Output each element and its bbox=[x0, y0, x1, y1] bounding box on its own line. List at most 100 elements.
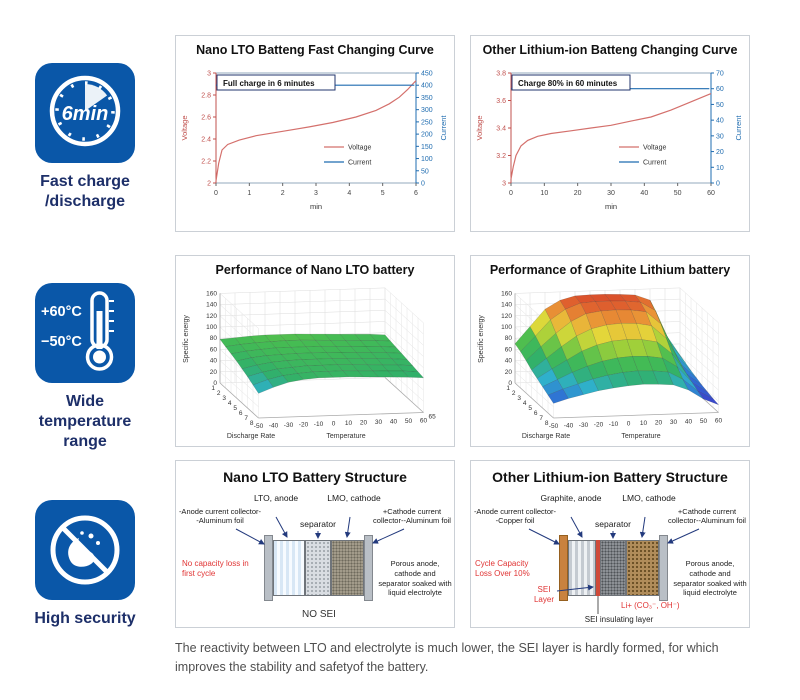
svg-text: 3 bbox=[517, 395, 521, 402]
spark-dot bbox=[80, 531, 84, 535]
chart-title: Performance of Nano LTO battery bbox=[215, 263, 415, 277]
capacity-note: No capacity loss in first cycle bbox=[182, 559, 249, 578]
svg-text: 3 bbox=[207, 71, 211, 78]
svg-text: 20 bbox=[574, 190, 582, 197]
svg-line bbox=[219, 304, 259, 340]
label-line: High security bbox=[34, 610, 136, 627]
svg-text: -10 bbox=[609, 421, 619, 428]
svg-line bbox=[679, 332, 719, 368]
svg-text: 40 bbox=[685, 419, 693, 426]
panel-lto-structure: Nano LTO Battery Structure LTO, anode LM… bbox=[175, 460, 455, 628]
svg-text: 60 bbox=[420, 418, 428, 425]
svg-text: 160 bbox=[501, 290, 512, 297]
anode-label: LTO, anode bbox=[253, 493, 299, 503]
feature-high-security: High security bbox=[15, 500, 155, 629]
svg-text: 350 bbox=[421, 95, 433, 102]
svg-line bbox=[219, 360, 259, 396]
svg-text: 0 bbox=[716, 181, 720, 188]
anode-collector-plate bbox=[559, 535, 568, 601]
left-collector-label: -Anode current collector--Copper foil bbox=[473, 507, 557, 525]
svg-line bbox=[384, 310, 424, 346]
capacity-note: Cycle Capacity Loss Over 10% bbox=[475, 559, 530, 578]
svg-text: 10 bbox=[540, 190, 548, 197]
series-voltage bbox=[510, 93, 712, 180]
cathode-layer bbox=[331, 540, 364, 596]
svg-text: 70 bbox=[716, 71, 724, 78]
spark-dot bbox=[96, 541, 100, 545]
feature-wide-temperature: +60°C −50°C Wide temperature range bbox=[15, 283, 155, 452]
svg-text: 0 bbox=[213, 380, 217, 387]
label-line: Fast charge bbox=[40, 173, 130, 190]
feature-label-high-security: High security bbox=[15, 609, 155, 629]
svg-text: 10 bbox=[345, 420, 353, 427]
svg-text: 80 bbox=[505, 335, 513, 342]
separator-label: separator bbox=[595, 519, 631, 529]
svg-text: 10 bbox=[716, 165, 724, 172]
svg-text: 2 bbox=[217, 390, 221, 397]
electrolyte-note: Porous anode, cathode and separator soak… bbox=[378, 559, 452, 598]
svg-text: 50 bbox=[700, 418, 708, 425]
svg-line bbox=[384, 377, 424, 413]
svg-text: 120 bbox=[501, 313, 512, 320]
svg-text: 50 bbox=[674, 190, 682, 197]
svg-text: 60 bbox=[505, 346, 513, 353]
series-voltage bbox=[215, 80, 417, 181]
svg-text: 3.4 bbox=[496, 126, 506, 133]
panel-graphite-performance: Performance of Graphite Lithium battery … bbox=[470, 255, 750, 447]
annotation-box bbox=[511, 74, 631, 91]
svg-text: 120 bbox=[206, 313, 217, 320]
svg-line bbox=[219, 293, 259, 329]
svg-text: 40 bbox=[716, 118, 724, 125]
svg-text: 6 bbox=[414, 190, 418, 197]
svg-text: 50 bbox=[405, 418, 413, 425]
svg-text: 2 bbox=[281, 190, 285, 197]
svg-text: -40 bbox=[269, 423, 279, 430]
svg-text: 6 bbox=[534, 410, 538, 417]
svg-line bbox=[514, 382, 554, 419]
right-collector-label: +Cathode current collector--Aluminum foi… bbox=[373, 507, 451, 525]
svg-text: 20 bbox=[505, 369, 513, 376]
svg-text: 40 bbox=[210, 358, 218, 365]
anode-collector-plate bbox=[264, 535, 273, 601]
clock-ticks bbox=[55, 81, 115, 141]
svg-text: 7 bbox=[539, 415, 543, 422]
svg-text: -40 bbox=[564, 423, 574, 430]
label-line: temperature bbox=[38, 413, 132, 430]
svg-text: 3 bbox=[222, 395, 226, 402]
svg-text: 5 bbox=[528, 405, 532, 412]
svg-text: 20 bbox=[360, 420, 368, 427]
anode-layer bbox=[273, 540, 305, 596]
svg-text: -20 bbox=[594, 422, 604, 429]
svg-text: 140 bbox=[501, 302, 512, 309]
no-explosion-icon-svg bbox=[50, 515, 120, 585]
separator-layer bbox=[600, 540, 626, 596]
cathode-collector-plate bbox=[659, 535, 668, 601]
thermometer-icon-svg: +60°C −50°C bbox=[41, 291, 114, 371]
separator-layer bbox=[305, 540, 331, 596]
chart-title: Other Lithium-ion Batteng Changing Curve bbox=[482, 43, 738, 57]
svg-text: 2.4 bbox=[201, 137, 211, 144]
explosion-shape bbox=[68, 538, 95, 567]
svg-text: 1 bbox=[247, 190, 251, 197]
svg-text: 60 bbox=[716, 86, 724, 93]
footnote-line: The reactivity between LTO and electroly… bbox=[175, 641, 719, 655]
thermometer-bulb bbox=[85, 343, 114, 371]
thermometer-icon: +60°C −50°C bbox=[35, 283, 135, 383]
cathode-label: LMO, cathode bbox=[622, 493, 676, 503]
svg-text: 0 bbox=[627, 421, 631, 428]
svg-text: 30 bbox=[670, 419, 678, 426]
svg-text: 40 bbox=[390, 419, 398, 426]
svg-text: 160 bbox=[206, 290, 217, 297]
svg-line bbox=[679, 343, 719, 380]
prohibition-circle bbox=[50, 515, 120, 585]
svg-text: 30 bbox=[375, 419, 383, 426]
sei-insulating-label: SEI insulating layer bbox=[584, 615, 654, 624]
svg-text: 100 bbox=[206, 324, 217, 331]
svg-text: 100 bbox=[501, 324, 512, 331]
svg-line bbox=[219, 310, 386, 317]
annotation-text: Full charge in 6 minutes bbox=[223, 79, 315, 88]
svg-text: 0 bbox=[332, 421, 336, 428]
svg-text: 3 bbox=[502, 181, 506, 188]
chart-title: Nano LTO Batteng Fast Changing Curve bbox=[196, 43, 434, 57]
